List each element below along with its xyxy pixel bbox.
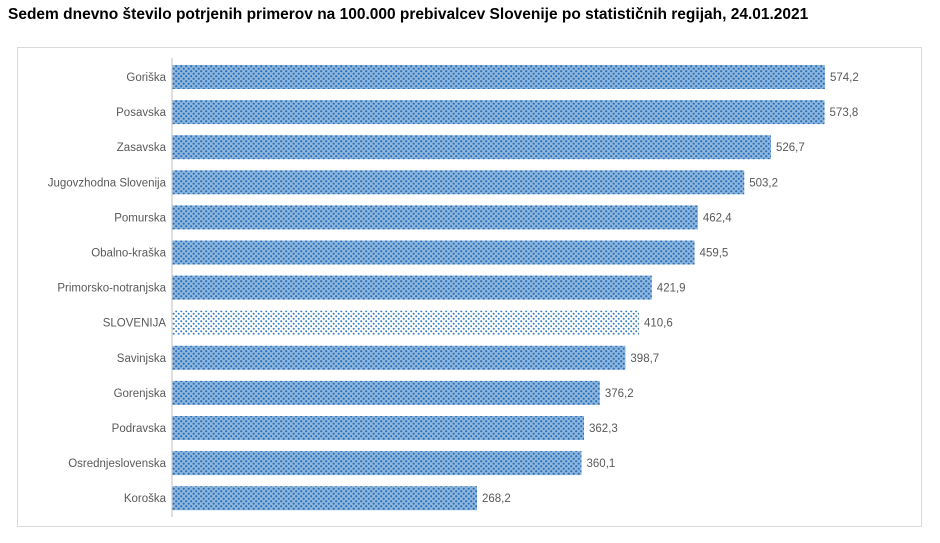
category-label: Pomurska <box>114 212 166 224</box>
data-label: 573,8 <box>830 107 859 119</box>
category-label: Primorsko-notranjska <box>57 283 166 295</box>
category-label: Obalno-kraška <box>91 248 166 260</box>
data-label: 362,3 <box>589 423 618 435</box>
bar <box>172 100 825 125</box>
category-label: Goriška <box>126 72 166 84</box>
bar <box>172 310 639 335</box>
data-label: 574,2 <box>830 72 859 84</box>
bar <box>172 135 771 160</box>
category-label: Podravska <box>112 423 167 435</box>
data-label: 462,4 <box>703 212 732 224</box>
category-label: Savinjska <box>117 353 167 365</box>
bar <box>172 205 698 230</box>
bar <box>172 486 478 511</box>
bar <box>172 275 652 300</box>
data-label: 376,2 <box>605 388 634 400</box>
category-label: Gorenjska <box>114 388 167 400</box>
bar <box>172 416 585 440</box>
bar <box>172 65 825 89</box>
category-label: Jugovzhodna Slovenija <box>48 177 167 189</box>
chart-title: Sedem dnevno število potrjenih primerov … <box>8 6 809 23</box>
chart-area <box>17 47 922 527</box>
category-label: Zasavska <box>117 142 167 154</box>
data-label: 410,6 <box>644 318 673 330</box>
data-label: 421,9 <box>657 283 686 295</box>
category-label: Posavska <box>116 107 166 119</box>
category-label: Osrednjeslovenska <box>68 458 166 470</box>
category-label: Koroška <box>124 493 167 505</box>
bar <box>172 170 745 195</box>
bar <box>172 451 582 476</box>
data-label: 268,2 <box>482 493 511 505</box>
data-label: 459,5 <box>700 248 729 260</box>
bar <box>172 240 695 265</box>
data-label: 526,7 <box>776 142 805 154</box>
bar <box>172 380 600 405</box>
bar <box>172 345 626 370</box>
data-label: 398,7 <box>630 353 659 365</box>
category-label: SLOVENIJA <box>103 318 167 330</box>
data-label: 503,2 <box>749 177 778 189</box>
data-label: 360,1 <box>587 458 616 470</box>
